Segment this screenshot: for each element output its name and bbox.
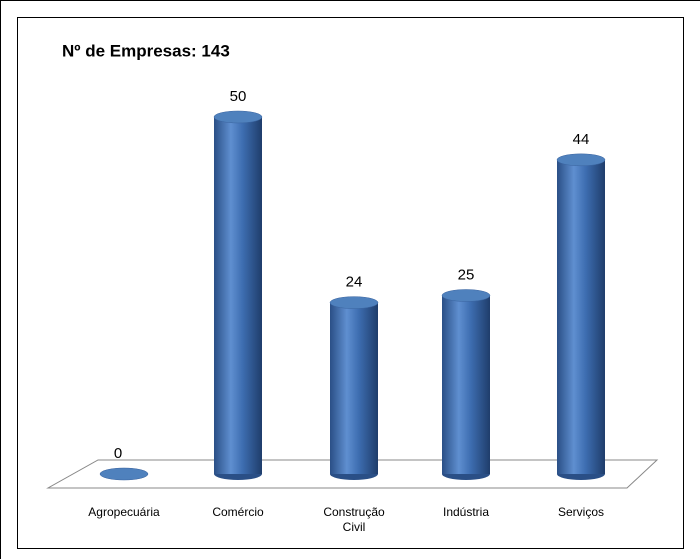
value-label: 44 <box>573 131 590 148</box>
value-label: 24 <box>346 274 363 291</box>
bar-top <box>213 110 263 124</box>
x-tick-label: Construção Civil <box>323 505 385 534</box>
chart-title: Nº de Empresas: 143 <box>62 41 230 60</box>
value-label: 25 <box>458 266 475 283</box>
bar-top <box>556 153 606 167</box>
bar <box>557 159 605 474</box>
bar-top <box>329 296 379 309</box>
value-label: 50 <box>230 88 247 105</box>
chart-border <box>17 17 684 549</box>
value-label: 0 <box>114 445 122 462</box>
bar <box>442 295 490 474</box>
bar-top <box>99 467 149 481</box>
x-tick-label: Comércio <box>212 505 264 519</box>
x-tick-label: Agropecuária <box>88 505 160 519</box>
x-tick-label: Indústria <box>442 505 490 519</box>
bar <box>330 302 378 474</box>
bar <box>214 117 262 474</box>
bar-top <box>441 289 491 302</box>
x-tick-label: Serviços <box>557 505 604 519</box>
